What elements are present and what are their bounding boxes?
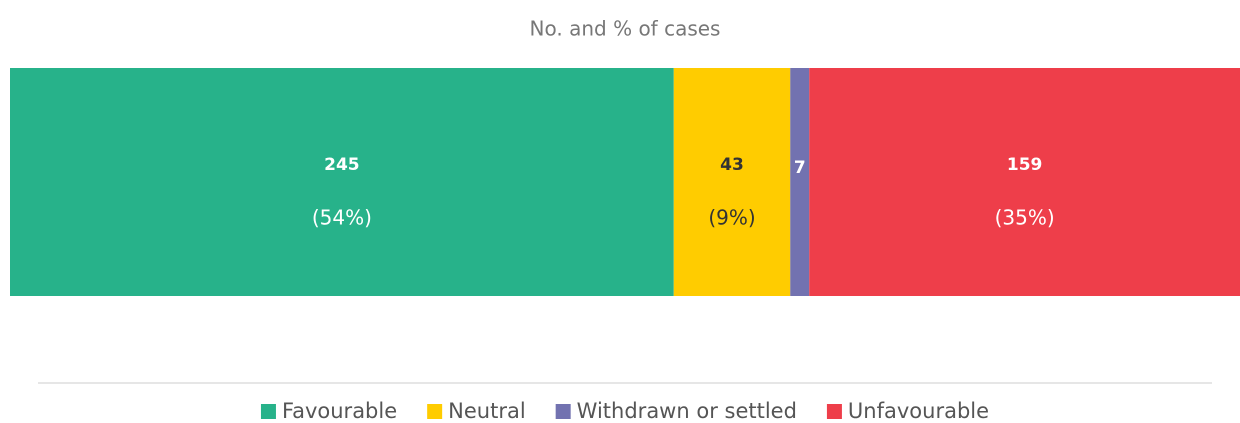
bar-segment [790,68,810,296]
legend-label: Unfavourable [848,399,989,423]
value-label: 43 [720,155,744,175]
legend-label: Withdrawn or settled [577,399,797,423]
chart-title: No. and % of cases [530,17,721,41]
legend-label: Favourable [282,399,397,423]
legend-swatch [555,404,571,419]
legend-swatch [260,404,276,419]
bar-segment [673,68,791,296]
legend-swatch [427,404,443,419]
value-label: 245 [324,155,360,175]
share-label: (54%) [312,206,372,230]
share-label: (9%) [708,206,755,230]
bar-segment [10,68,674,296]
legend-label: Neutral [448,399,526,423]
value-label: 7 [794,158,806,178]
share-label: (35%) [995,206,1055,230]
bar-segment [809,68,1240,296]
legend-swatch [826,404,842,419]
value-label: 159 [1007,155,1043,175]
